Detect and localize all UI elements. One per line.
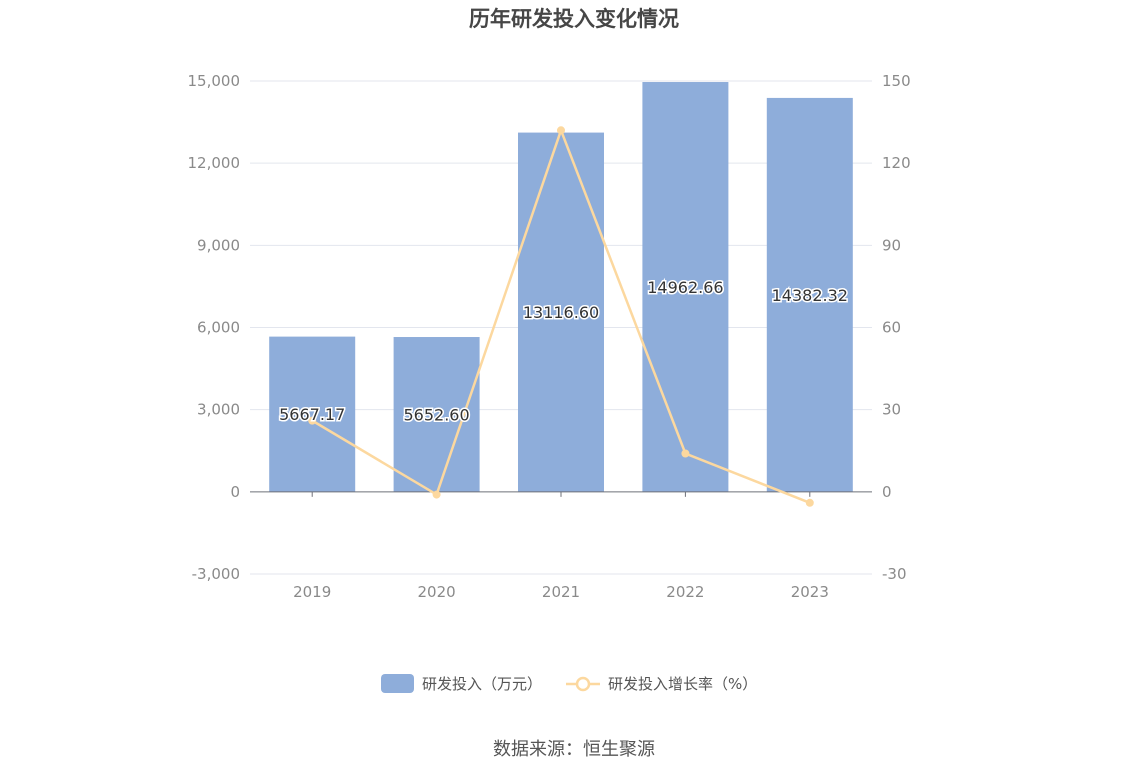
legend-bar-label: 研发投入（万元）	[422, 675, 542, 693]
left-axis-ticks: -3,000 0 3,000 6,000 9,000 12,000 15,000	[188, 72, 241, 583]
source-note: 数据来源：恒生聚源	[493, 739, 655, 760]
bar	[642, 82, 729, 492]
bar-data-label: 14382.32	[772, 286, 848, 305]
chart-title: 历年研发投入变化情况	[469, 7, 679, 31]
legend: 研发投入（万元） 研发投入增长率（%）	[381, 674, 757, 693]
left-tick-label: 12,000	[188, 154, 241, 172]
category-label: 2019	[293, 583, 331, 601]
legend-item-line[interactable]: 研发投入增长率（%）	[566, 675, 757, 693]
left-tick-label: 9,000	[197, 236, 240, 254]
right-tick-label: 30	[882, 401, 901, 419]
growth-point	[681, 449, 690, 458]
bar-series	[269, 82, 853, 492]
bar-data-label: 5652.60	[404, 405, 470, 424]
x-axis	[250, 491, 872, 497]
right-tick-label: 150	[882, 72, 911, 90]
growth-point	[557, 126, 565, 135]
category-label: 2022	[666, 583, 704, 601]
left-tick-label: 15,000	[188, 72, 241, 90]
left-tick-label: 0	[230, 483, 240, 501]
left-tick-label: -3,000	[192, 565, 240, 583]
legend-bar-swatch	[381, 674, 414, 693]
category-label: 2021	[542, 583, 580, 601]
bar	[766, 97, 853, 492]
bar-data-label: 14962.66	[647, 278, 723, 297]
growth-point	[432, 490, 441, 499]
growth-point	[308, 416, 317, 425]
bar-data-label: 13116.60	[523, 303, 599, 322]
right-tick-label: 120	[882, 154, 911, 172]
right-tick-label: 90	[882, 236, 901, 254]
data-labels: 5667.17 5652.60 13116.60 14962.66 14382.32	[278, 276, 850, 425]
category-labels: 2019 2020 2021 2022 2023	[293, 583, 829, 601]
bar-data-label: 5667.17	[279, 405, 345, 424]
right-axis-ticks: -30 0 30 60 90 120 150	[882, 72, 911, 583]
category-label: 2020	[418, 583, 456, 601]
left-tick-label: 6,000	[197, 319, 240, 337]
right-tick-label: 0	[882, 483, 892, 501]
line-series	[308, 126, 814, 507]
right-tick-label: -30	[882, 565, 907, 583]
legend-item-bar[interactable]: 研发投入（万元）	[381, 674, 542, 693]
left-tick-label: 3,000	[197, 401, 240, 419]
right-tick-label: 60	[882, 319, 901, 337]
bar	[269, 336, 356, 492]
legend-line-label: 研发投入增长率（%）	[608, 675, 757, 693]
growth-point	[805, 498, 814, 507]
bar	[518, 132, 604, 492]
category-label: 2023	[791, 583, 829, 601]
legend-line-marker	[575, 676, 591, 692]
